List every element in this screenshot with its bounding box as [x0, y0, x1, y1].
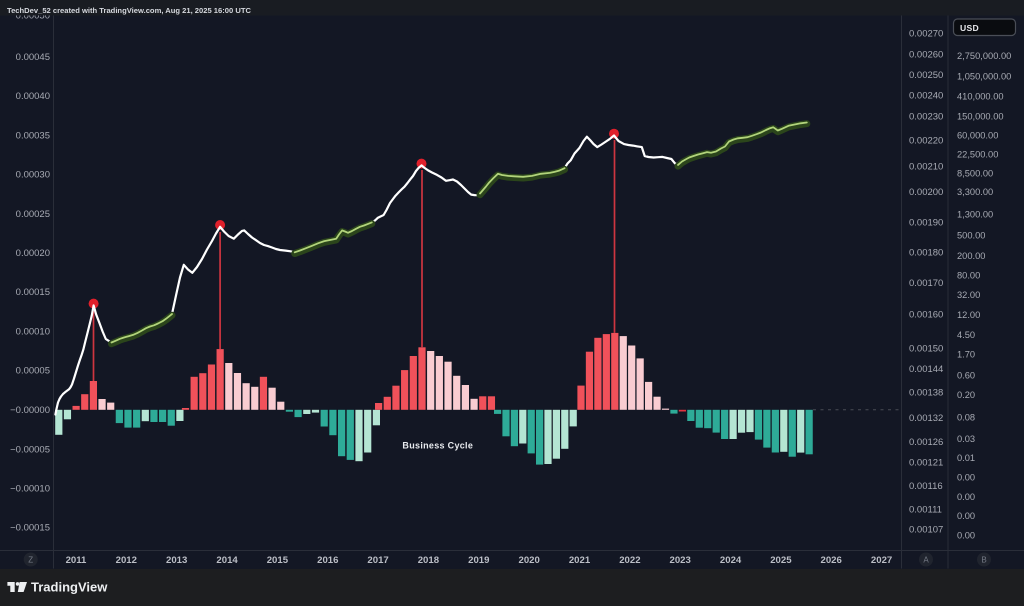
svg-text:410,000.00: 410,000.00 [957, 91, 1004, 101]
svg-text:0.00: 0.00 [957, 511, 975, 521]
svg-text:0.00240: 0.00240 [909, 90, 943, 101]
svg-text:0.00121: 0.00121 [909, 457, 943, 468]
svg-text:0.00111: 0.00111 [909, 504, 942, 515]
svg-text:Business Cycle: Business Cycle [402, 441, 473, 451]
svg-text:2015: 2015 [267, 555, 289, 566]
svg-text:0.00138: 0.00138 [909, 387, 943, 398]
svg-text:0.00035: 0.00035 [16, 130, 50, 141]
svg-text:0.00: 0.00 [957, 530, 975, 540]
svg-text:2021: 2021 [569, 555, 591, 566]
svg-text:0.00150: 0.00150 [909, 343, 943, 354]
svg-text:60,000.00: 60,000.00 [957, 131, 998, 141]
svg-text:0.00144: 0.00144 [909, 364, 943, 375]
svg-text:2016: 2016 [317, 555, 338, 566]
svg-text:2014: 2014 [216, 555, 238, 566]
svg-text:0.03: 0.03 [957, 434, 975, 444]
svg-text:0.00132: 0.00132 [909, 413, 943, 424]
svg-text:0.00160: 0.00160 [909, 309, 943, 320]
svg-text:−0.00005: −0.00005 [10, 444, 50, 455]
svg-text:1,300.00: 1,300.00 [957, 209, 993, 219]
svg-text:B: B [981, 556, 986, 565]
svg-text:0.20: 0.20 [957, 390, 975, 400]
svg-text:12.00: 12.00 [957, 310, 980, 320]
svg-text:500.00: 500.00 [957, 230, 985, 240]
svg-text:2023: 2023 [670, 555, 691, 566]
svg-text:0.00116: 0.00116 [909, 481, 943, 492]
svg-text:0.00040: 0.00040 [16, 91, 50, 102]
svg-text:2022: 2022 [619, 555, 640, 566]
svg-text:2018: 2018 [418, 555, 440, 566]
svg-text:−0.00000: −0.00000 [10, 405, 50, 416]
svg-text:0.00045: 0.00045 [16, 52, 50, 63]
svg-text:80.00: 80.00 [957, 270, 980, 280]
svg-text:TechDev_52 created with Tradin: TechDev_52 created with TradingView.com,… [7, 6, 251, 15]
svg-text:−0.00015: −0.00015 [10, 523, 50, 534]
svg-text:−0.00010: −0.00010 [10, 484, 50, 495]
svg-text:0.00126: 0.00126 [909, 437, 943, 448]
svg-text:0.00050: 0.00050 [16, 10, 50, 21]
svg-text:0.00260: 0.00260 [909, 49, 943, 60]
svg-text:1.70: 1.70 [957, 349, 975, 359]
svg-text:8,500.00: 8,500.00 [957, 168, 993, 178]
svg-text:0.00170: 0.00170 [909, 278, 943, 289]
svg-text:0.00015: 0.00015 [16, 287, 50, 298]
svg-text:0.00005: 0.00005 [16, 366, 50, 377]
svg-text:0.00025: 0.00025 [16, 209, 50, 220]
svg-text:2027: 2027 [871, 555, 892, 566]
svg-text:22,500.00: 22,500.00 [957, 149, 998, 159]
svg-text:0.00: 0.00 [957, 472, 975, 482]
svg-text:2011: 2011 [66, 555, 87, 566]
svg-text:0.00107: 0.00107 [909, 524, 943, 535]
svg-text:2012: 2012 [116, 555, 137, 566]
svg-text:0.00230: 0.00230 [909, 111, 943, 122]
svg-text:200.00: 200.00 [957, 251, 985, 261]
svg-text:7,302,167.45: 7,302,167.45 [957, 38, 1011, 48]
svg-text:0.00210: 0.00210 [909, 161, 943, 172]
svg-text:2,750,000.00: 2,750,000.00 [957, 51, 1011, 61]
svg-text:TradingView: TradingView [31, 579, 108, 594]
svg-text:A: A [923, 556, 929, 565]
svg-text:0.00020: 0.00020 [16, 248, 50, 259]
svg-text:32.00: 32.00 [957, 290, 980, 300]
svg-text:0.08: 0.08 [957, 412, 975, 422]
svg-text:0.00200: 0.00200 [909, 187, 943, 198]
svg-text:2025: 2025 [770, 555, 792, 566]
svg-text:2026: 2026 [821, 555, 842, 566]
svg-text:4.50: 4.50 [957, 330, 975, 340]
svg-text:0.00180: 0.00180 [909, 247, 943, 258]
svg-text:2017: 2017 [367, 555, 388, 566]
svg-text:2024: 2024 [720, 555, 742, 566]
svg-text:0.00220: 0.00220 [909, 135, 943, 146]
svg-text:0.00270: 0.00270 [909, 28, 943, 39]
svg-text:150,000.00: 150,000.00 [957, 111, 1004, 121]
svg-text:2020: 2020 [519, 555, 540, 566]
svg-text:0.01: 0.01 [957, 453, 975, 463]
svg-text:Z: Z [28, 556, 33, 565]
svg-text:1,050,000.00: 1,050,000.00 [957, 71, 1011, 81]
svg-text:0.00: 0.00 [957, 492, 975, 502]
svg-text:USD: USD [960, 23, 979, 33]
svg-text:0.00190: 0.00190 [909, 217, 943, 228]
svg-text:2013: 2013 [166, 555, 187, 566]
svg-text:0.00250: 0.00250 [909, 70, 943, 81]
svg-text:0.00030: 0.00030 [16, 170, 50, 181]
svg-text:0.60: 0.60 [957, 370, 975, 380]
svg-text:3,300.00: 3,300.00 [957, 187, 993, 197]
svg-text:2019: 2019 [468, 555, 489, 566]
svg-text:0.00010: 0.00010 [16, 326, 50, 337]
